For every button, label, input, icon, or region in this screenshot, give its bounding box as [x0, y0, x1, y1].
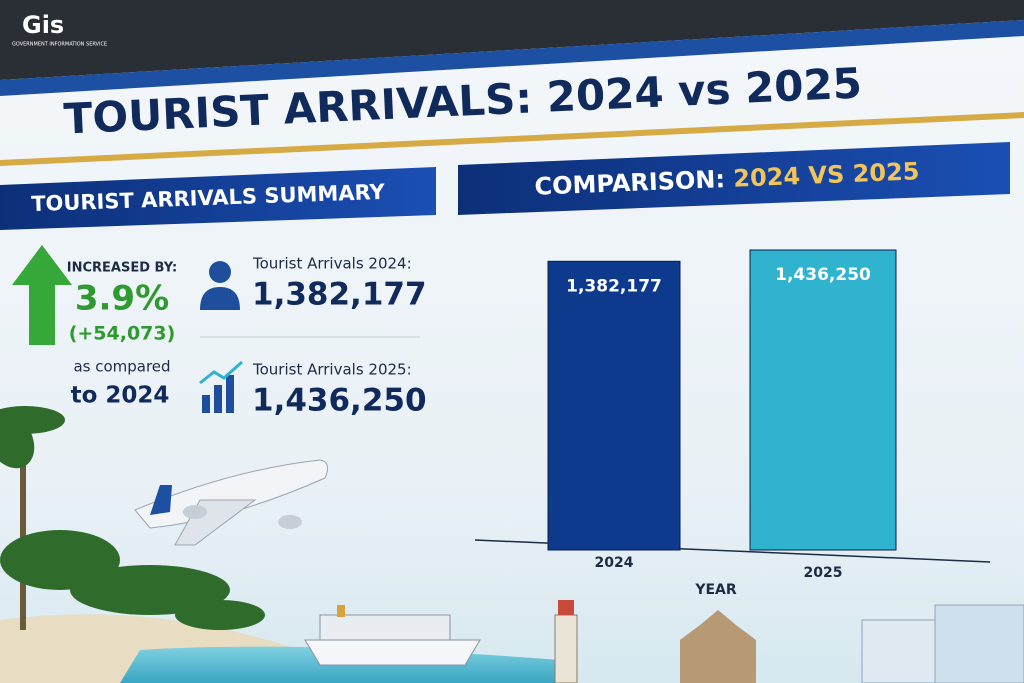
x-axis-title: YEAR [694, 582, 737, 598]
x-tick-label: 2024 [595, 555, 634, 571]
palm-trees [0, 406, 265, 630]
lighthouse [554, 600, 578, 683]
person-icon [209, 261, 231, 283]
growth-icon [202, 395, 210, 413]
value-label: 1,436,250 [775, 265, 871, 285]
church [680, 610, 756, 683]
increase-percent: 3.9% [75, 279, 169, 319]
stat-value: 1,382,177 [252, 277, 427, 313]
growth-icon-line [199, 360, 243, 385]
bar [749, 249, 897, 551]
stat-value: 1,436,250 [252, 383, 427, 419]
compare-line-1: as compared [73, 358, 170, 376]
gold-line [0, 112, 1024, 166]
value-label: 1,382,177 [566, 276, 662, 296]
up-arrow-icon [12, 245, 72, 345]
person-icon-body [200, 287, 240, 310]
stat-label: Tourist Arrivals 2024: [252, 255, 412, 273]
cruise-ship [304, 605, 481, 666]
bar [547, 260, 681, 551]
increase-label: INCREASED BY: [67, 261, 177, 276]
top-band [0, 20, 1024, 96]
increase-count: (+54,073) [69, 323, 176, 345]
growth-icon [214, 385, 222, 413]
growth-icon [226, 375, 234, 413]
logo-mark: Gis [22, 11, 64, 39]
airplane [134, 459, 329, 546]
compare-line-2: to 2024 [71, 383, 170, 409]
hotel [861, 604, 1024, 683]
chart-heading-panel [458, 142, 1010, 215]
x-tick-label: 2025 [804, 565, 843, 581]
summary-heading-panel [0, 167, 436, 230]
stat-label: Tourist Arrivals 2025: [252, 361, 412, 379]
logo-subtitle: GOVERNMENT INFORMATION SERVICE [12, 42, 107, 48]
